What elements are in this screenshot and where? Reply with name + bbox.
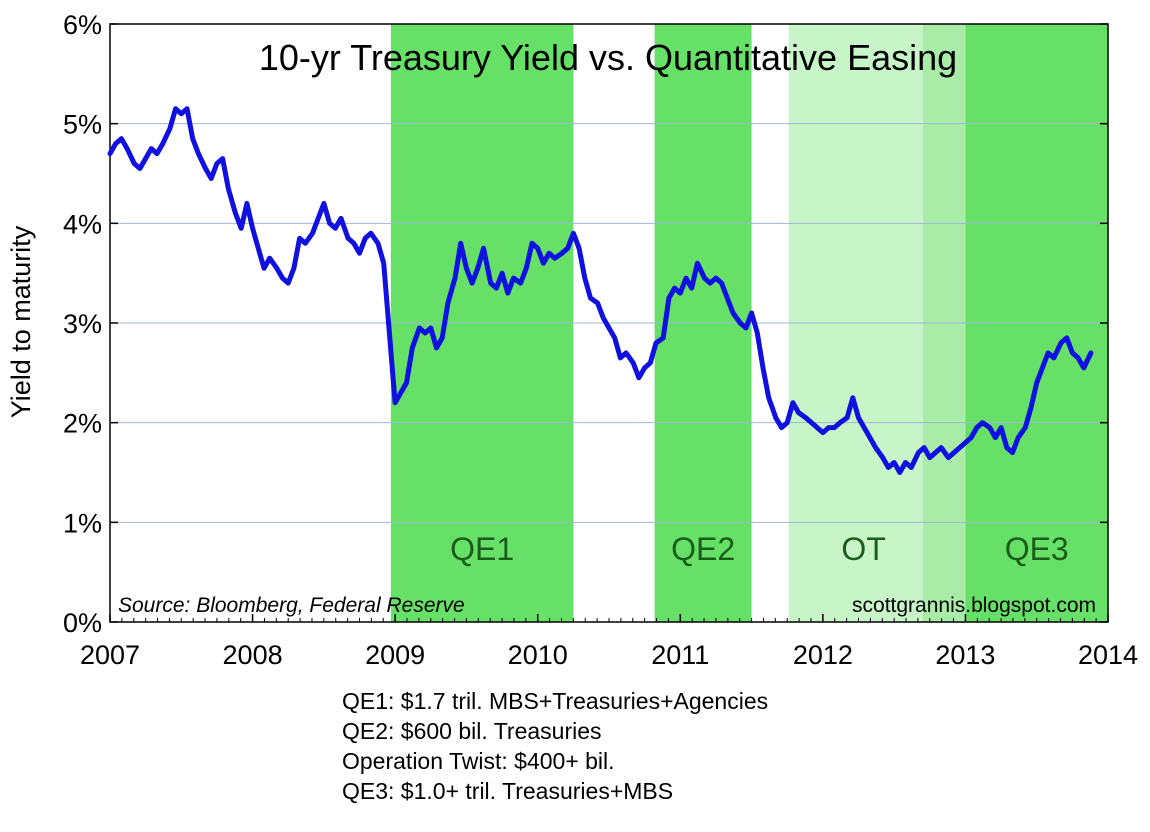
band-label-qe3: QE3 (1005, 531, 1069, 567)
y-tick-label-2: 2% (63, 409, 102, 439)
source-note: Source: Bloomberg, Federal Reserve (118, 594, 465, 617)
footnote-qe1: QE1: $1.7 tril. MBS+Treasuries+Agencies (342, 688, 769, 714)
x-tick-label-2008: 2008 (223, 640, 283, 670)
series-line-10yr-yield (107, 106, 1094, 475)
series-layer (107, 106, 1094, 475)
y-tick-label-6: 6% (63, 10, 102, 40)
x-tick-label-2011: 2011 (651, 640, 709, 670)
footnote-ot: Operation Twist: $400+ bil. (342, 748, 615, 774)
y-tick-label-1: 1% (63, 508, 102, 538)
y-tick-label-3: 3% (63, 309, 102, 339)
footnote-qe3: QE3: $1.0+ tril. Treasuries+MBS (342, 778, 674, 804)
chart-title: 10-yr Treasury Yield vs. Quantitative Ea… (259, 37, 957, 78)
band-label-ot: OT (841, 531, 885, 567)
x-tick-label-2009: 2009 (365, 640, 425, 670)
y-axis-ticks: 0% 1% 2% 3% 4% 5% 6% (63, 10, 1108, 638)
band-label-qe2: QE2 (671, 531, 735, 567)
y-tick-label-0: 0% (63, 608, 102, 638)
x-tick-label-2012: 2012 (793, 640, 853, 670)
y-axis-label: Yield to maturity (6, 225, 36, 418)
band-labels: QE1 QE2 OT QE3 (450, 531, 1069, 567)
footnote-qe2: QE2: $600 bil. Treasuries (342, 718, 602, 744)
program-footnotes: QE1: $1.7 tril. MBS+Treasuries+Agencies … (342, 686, 768, 806)
x-tick-label-2007: 2007 (80, 640, 140, 670)
x-axis-ticks: 2007 2008 2009 2010 2011 2012 2013 2014 (80, 614, 1138, 670)
x-tick-label-2014: 2014 (1078, 640, 1138, 670)
credit-note: scottgrannis.blogspot.com (852, 594, 1096, 617)
x-tick-label-2010: 2010 (508, 640, 568, 670)
y-tick-label-4: 4% (63, 209, 102, 239)
y-tick-label-5: 5% (63, 110, 102, 140)
band-label-qe1: QE1 (450, 531, 514, 567)
x-tick-label-2013: 2013 (935, 640, 995, 670)
